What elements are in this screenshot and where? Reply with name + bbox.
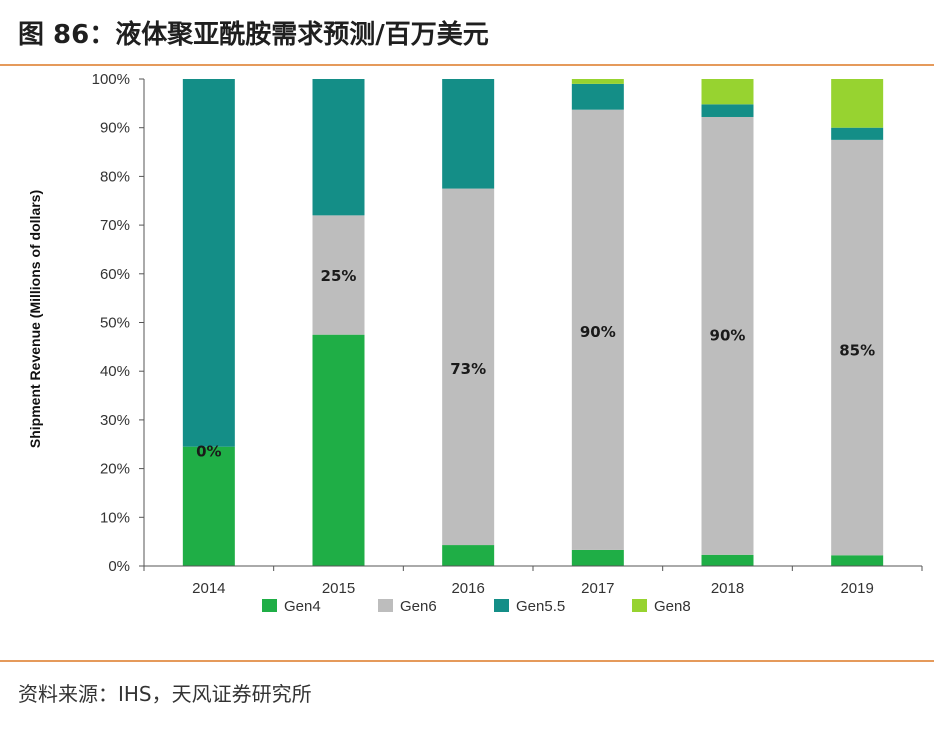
source-note: 资料来源：IHS，天风证券研究所 — [18, 682, 312, 706]
bar-segment-Gen5-5-2016 — [442, 79, 495, 189]
x-tick-label-2019: 2019 — [840, 580, 873, 597]
bar-segment-Gen4-2018 — [701, 554, 754, 566]
top-divider — [0, 64, 934, 66]
bar-segment-Gen4-2015 — [312, 334, 365, 566]
y-tick-label: 10% — [100, 509, 130, 526]
x-tick-label-2015: 2015 — [322, 580, 355, 597]
bar-segment-Gen6-2019 — [831, 139, 884, 556]
bottom-divider — [0, 660, 934, 662]
y-tick-label: 50% — [100, 315, 130, 332]
data-label-2018: 90% — [710, 327, 746, 345]
x-tick-label-2014: 2014 — [192, 580, 225, 597]
bar-segment-Gen6-2015 — [312, 215, 365, 335]
bar-segment-Gen5-5-2019 — [831, 127, 884, 140]
stacked-bar-chart: Shipment Revenue (Millions of dollars) 2… — [27, 71, 923, 615]
bar-segment-Gen8-2017 — [571, 79, 624, 84]
data-label-2014: 0% — [196, 443, 221, 461]
y-tick-label: 40% — [100, 363, 130, 380]
y-tick-label: 90% — [100, 120, 130, 137]
x-tick-label-2017: 2017 — [581, 580, 614, 597]
legend-swatch-Gen5-5 — [494, 599, 509, 612]
bar-segment-Gen5-5-2017 — [571, 83, 624, 110]
legend: Gen4 Gen6 Gen5.5 Gen8 — [262, 598, 691, 615]
y-tick-label: 70% — [100, 217, 130, 234]
bar-segment-Gen5-5-2018 — [701, 104, 754, 117]
y-tick-label: 30% — [100, 412, 130, 429]
x-tick-label-2016: 2016 — [451, 580, 484, 597]
data-label-2019: 85% — [839, 342, 875, 360]
y-tick-label: 60% — [100, 266, 130, 283]
legend-label-Gen8: Gen8 — [654, 598, 691, 615]
data-label-2016: 73% — [450, 360, 486, 378]
bar-segment-Gen5-5-2014 — [182, 79, 235, 447]
bar-segment-Gen8-2018 — [701, 79, 754, 105]
y-tick-label: 80% — [100, 168, 130, 185]
data-labels-layer: 0% 25% 73% 90% 90% 85% — [196, 267, 875, 460]
figure-title: 图 86：液体聚亚酰胺需求预测/百万美元 — [18, 20, 489, 50]
legend-label-Gen6: Gen6 — [400, 598, 437, 615]
bar-segment-Gen6-2016 — [442, 188, 495, 546]
legend-swatch-Gen4 — [262, 599, 277, 612]
legend-swatch-Gen6 — [378, 599, 393, 612]
axes-layer: 2014 2015 2016 2017 2018 2019 0% 10% 20% 30% 40% 50… — [92, 71, 923, 597]
bar-segment-Gen8-2019 — [831, 79, 884, 128]
bar-segment-Gen6-2017 — [571, 109, 624, 550]
bar-segment-Gen4-2017 — [571, 549, 624, 566]
legend-label-Gen5-5: Gen5.5 — [516, 598, 565, 615]
y-axis-label: Shipment Revenue (Millions of dollars) — [27, 190, 43, 448]
bar-segment-Gen5-5-2015 — [312, 79, 365, 216]
bar-segment-Gen4-2019 — [831, 555, 884, 566]
bar-segment-Gen4-2016 — [442, 545, 495, 566]
y-tick-label: 20% — [100, 461, 130, 478]
legend-swatch-Gen8 — [632, 599, 647, 612]
x-tick-label-2018: 2018 — [711, 580, 744, 597]
legend-label-Gen4: Gen4 — [284, 598, 321, 615]
bar-segment-Gen6-2018 — [701, 116, 754, 555]
bars-layer — [182, 79, 884, 566]
data-label-2017: 90% — [580, 323, 616, 341]
data-label-2015: 25% — [321, 267, 357, 285]
bar-segment-Gen4-2014 — [182, 446, 235, 566]
y-tick-label: 0% — [108, 558, 130, 575]
y-tick-label: 100% — [92, 71, 130, 88]
